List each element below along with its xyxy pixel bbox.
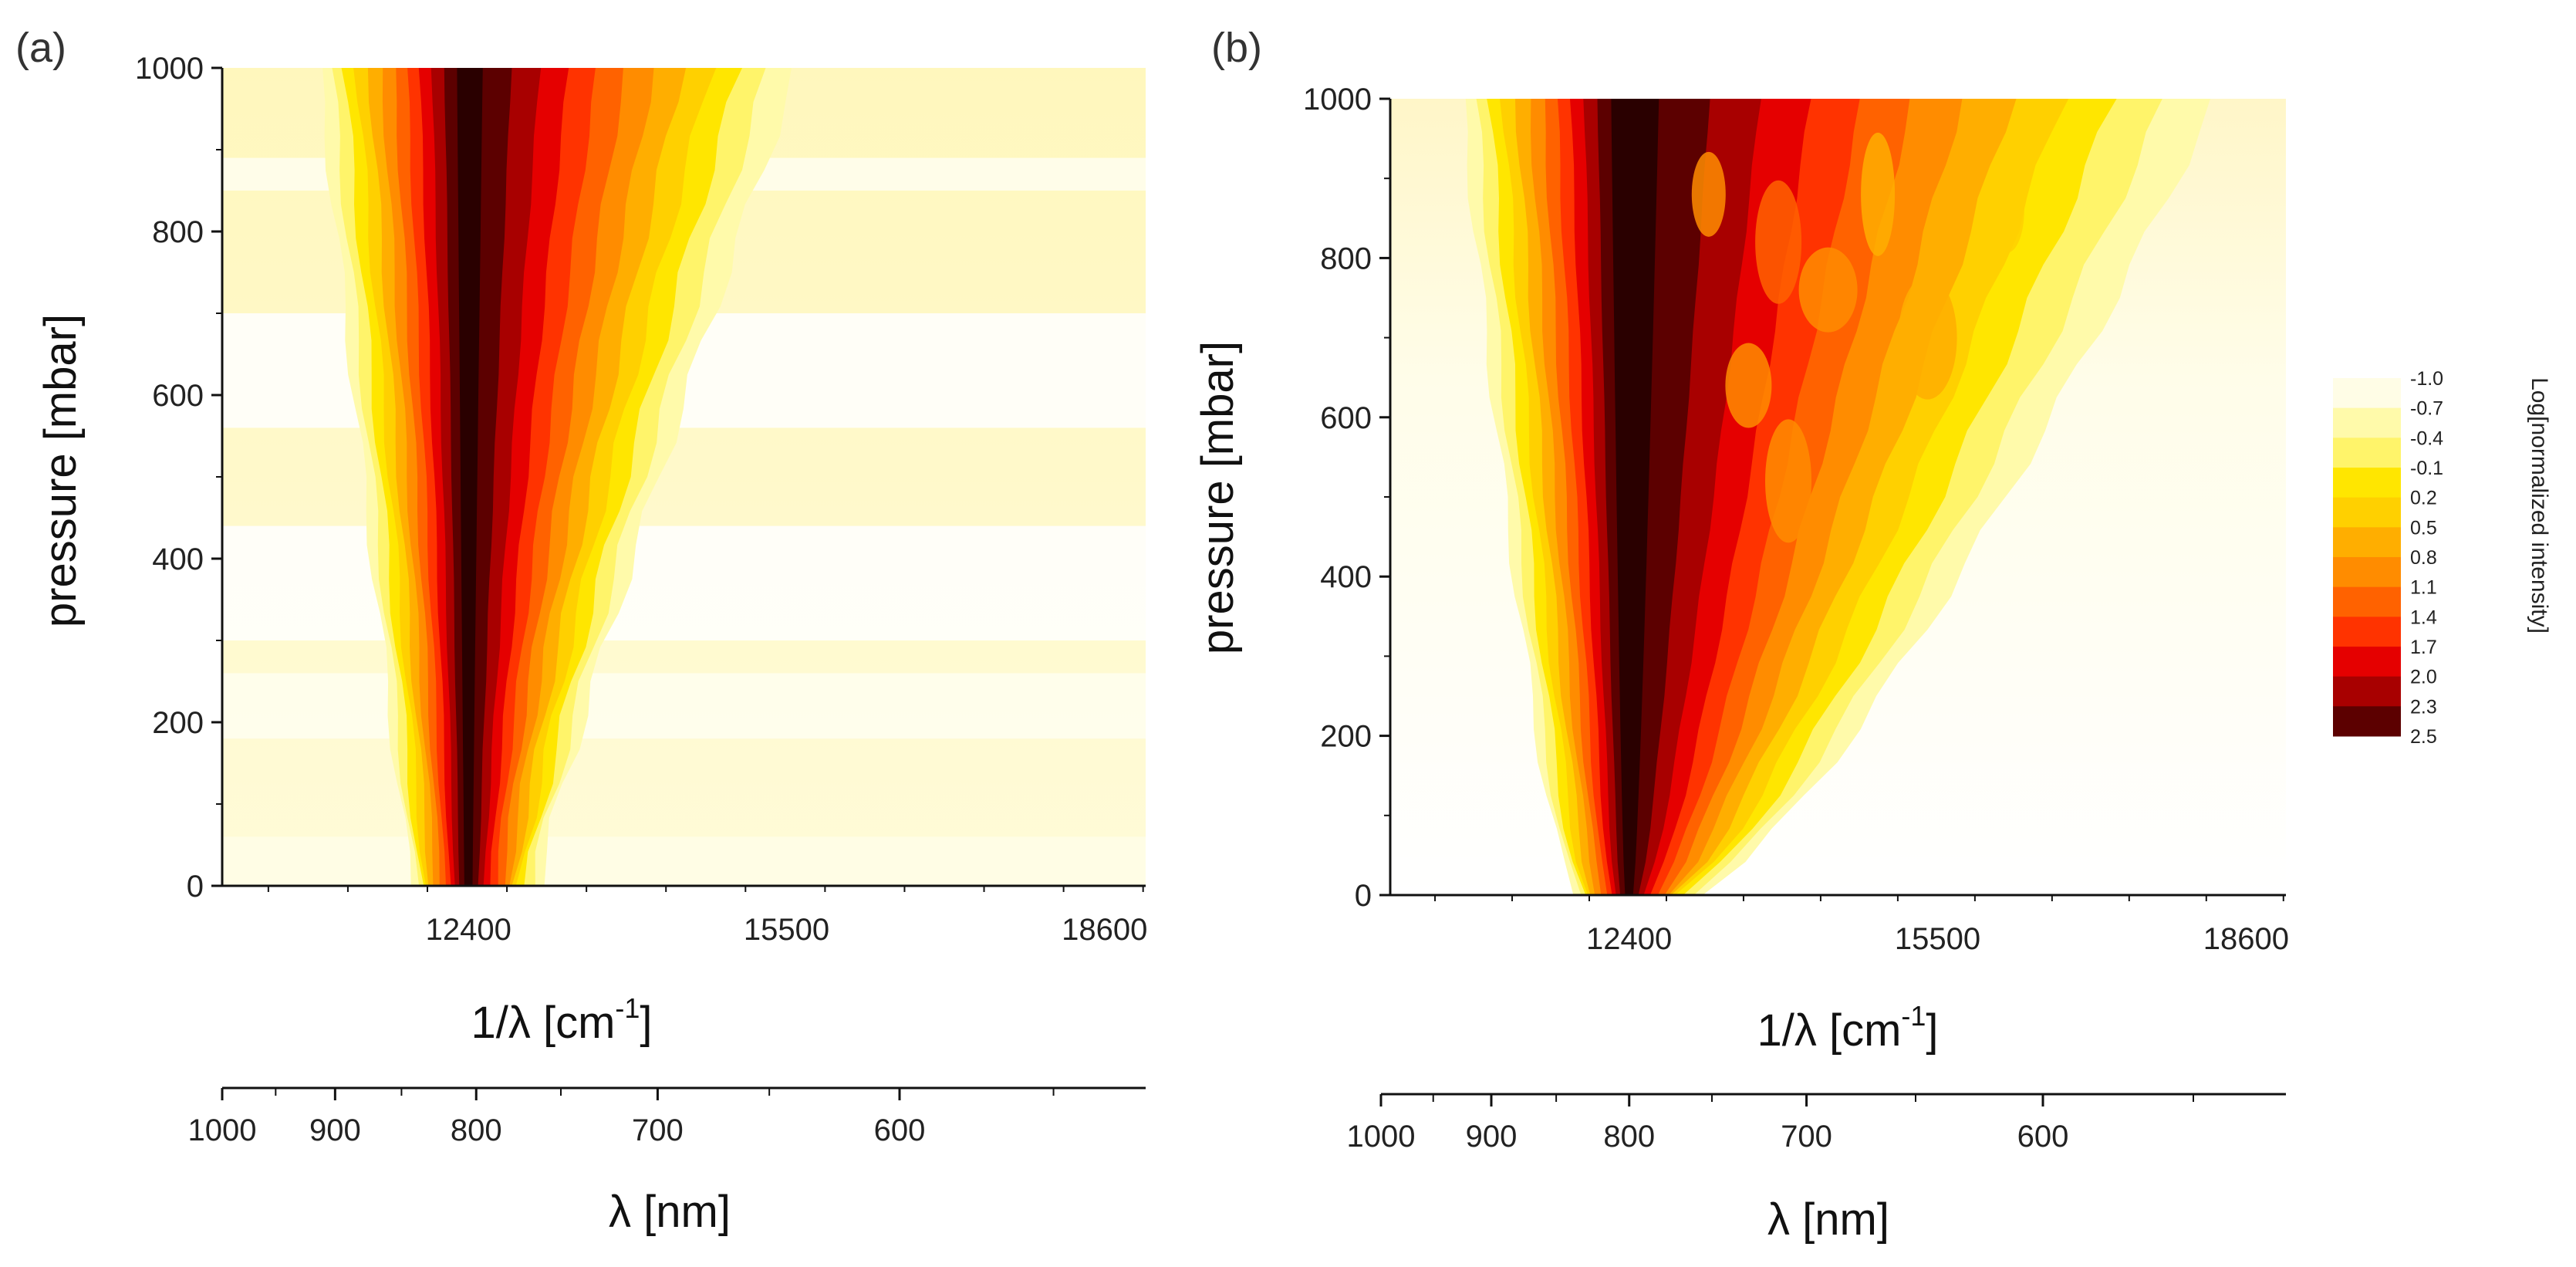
x-tick-label: 18600: [1062, 913, 1147, 947]
panel-a-contour-area: [222, 68, 1146, 886]
colorbar-level-label: 2.5: [2410, 726, 2437, 748]
colorbar-level-label: 2.3: [2410, 696, 2437, 718]
panel-a-ylabel: pressure [mbar]: [35, 314, 86, 627]
colorbar-swatch: [2333, 378, 2401, 409]
colorbar-swatch: [2333, 617, 2401, 647]
panel-a-xlabel: 1/λ [cm-1]: [471, 992, 652, 1048]
colorbar-swatch: [2333, 647, 2401, 677]
contour-band: [222, 836, 1146, 886]
panel-a-xlabel-end: ]: [640, 998, 652, 1048]
wavelength-tick-label: 800: [1603, 1120, 1655, 1154]
contour-blob: [1861, 132, 1896, 256]
panel-b-wavelength-axis: 1000 900 800 700 600: [1347, 1093, 2286, 1154]
panel-b-ylabel: pressure [mbar]: [1193, 341, 1243, 654]
colorbar-swatch: [2333, 497, 2401, 528]
x-tick-label: 15500: [744, 913, 829, 947]
colorbar-swatch: [2333, 407, 2401, 438]
colorbar-swatch: [2333, 438, 2401, 468]
wavelength-tick-label: 600: [2017, 1120, 2069, 1154]
colorbar-level-label: 0.8: [2410, 547, 2437, 569]
panel-b-axes: 0 200 400 600 800 1000 12400 15500 18600: [1303, 83, 2289, 956]
y-tick-label: 1000: [1303, 83, 1372, 117]
colorbar-title: Log[normalized intensity]: [2527, 377, 2552, 634]
colorbar-swatch: [2333, 468, 2401, 498]
wavelength-tick-label: 800: [451, 1113, 502, 1147]
contour-blob: [1755, 180, 1802, 304]
contour-level-12: [457, 68, 483, 886]
colorbar-level-label: 1.4: [2410, 606, 2437, 628]
colorbar-swatch: [2333, 676, 2401, 707]
colorbar-level-label: 1.7: [2410, 637, 2437, 658]
panel-b-xlabel-sup: -1: [1901, 1000, 1926, 1032]
y-tick-label: 200: [152, 706, 204, 740]
contour-blob: [1798, 247, 1858, 333]
y-tick-label: 600: [1320, 401, 1372, 435]
panel-b-xlabel-main: 1/λ [cm: [1757, 1005, 1901, 1056]
panel-a-axes: 0 200 400 600 800 1000 12400 15500 18600: [135, 52, 1147, 947]
contour-level-12: [1611, 99, 1659, 895]
contour-blob: [1691, 151, 1726, 237]
wavelength-tick-label: 700: [632, 1113, 684, 1147]
y-tick-label: 1000: [135, 52, 204, 86]
x-tick-label: 18600: [2203, 922, 2289, 956]
panel-a-wavelength-axis: 1000 900 800 700 600: [188, 1086, 1146, 1147]
wavelength-tick-label: 900: [309, 1113, 361, 1147]
y-tick-label: 800: [1320, 242, 1372, 275]
colorbar-swatch: [2333, 586, 2401, 617]
wavelength-tick-label: 900: [1466, 1120, 1518, 1154]
contour-blob: [1898, 275, 1957, 400]
colorbar-level-label: 0.5: [2410, 517, 2437, 539]
contour-band: [222, 525, 1146, 640]
x-tick-label: 15500: [1895, 922, 1980, 956]
wavelength-tick-label: 700: [1781, 1120, 1832, 1154]
wavelength-tick-label: 600: [874, 1113, 926, 1147]
y-tick-label: 0: [1355, 879, 1372, 913]
panel-a-label: (a): [15, 25, 66, 71]
panel-b-wavelength-label: λ [nm]: [1767, 1194, 1889, 1245]
contour-blob: [1765, 419, 1811, 543]
x-tick-label: 12400: [1586, 922, 1672, 956]
contour-band: [222, 673, 1146, 739]
colorbar-level-label: -0.1: [2410, 458, 2443, 479]
panel-b-xlabel-end: ]: [1926, 1005, 1938, 1056]
wavelength-tick-label: 1000: [188, 1113, 257, 1147]
y-tick-label: 800: [152, 215, 204, 249]
y-tick-label: 400: [1320, 560, 1372, 594]
panel-b-contour-area: [1390, 99, 2286, 895]
contour-blob: [1990, 167, 2024, 253]
panel-a-xlabel-sup: -1: [615, 992, 640, 1024]
x-tick-label: 12400: [426, 913, 511, 947]
panel-b-label: (b): [1211, 25, 1262, 71]
panel-b-xlabel: 1/λ [cm-1]: [1757, 1000, 1938, 1056]
contour-blob: [1725, 343, 1772, 428]
colorbar-level-label: 0.2: [2410, 488, 2437, 509]
y-tick-label: 200: [1320, 720, 1372, 754]
colorbar-level-label: -0.4: [2410, 427, 2443, 449]
panel-a: (a) 0 200 400 600 800 1000 12400 15500 18600 pre…: [15, 25, 1147, 1237]
y-tick-label: 600: [152, 379, 204, 413]
colorbar-level-label: 1.1: [2410, 577, 2437, 599]
colorbar-level-label: -1.0: [2410, 368, 2443, 390]
colorbar-swatch: [2333, 527, 2401, 558]
colorbar: -1.0 -0.7 -0.4 -0.1 0.2 0.5 0.8 1.1 1.4 1.7 2.0 2.3…: [2333, 368, 2443, 748]
y-tick-label: 400: [152, 542, 204, 576]
colorbar-swatch: [2333, 706, 2401, 737]
panel-b: (b) 0 200 400 600 800 1000 12400 15500 18600 pre…: [1193, 25, 2289, 1245]
colorbar-level-label: 2.0: [2410, 667, 2437, 688]
wavelength-tick-label: 1000: [1347, 1120, 1416, 1154]
colorbar-level-label: -0.7: [2410, 398, 2443, 420]
colorbar-swatch: [2333, 557, 2401, 588]
y-tick-label: 0: [187, 870, 204, 904]
panel-a-xlabel-main: 1/λ [cm: [471, 998, 615, 1048]
panel-a-wavelength-label: λ [nm]: [609, 1187, 731, 1237]
